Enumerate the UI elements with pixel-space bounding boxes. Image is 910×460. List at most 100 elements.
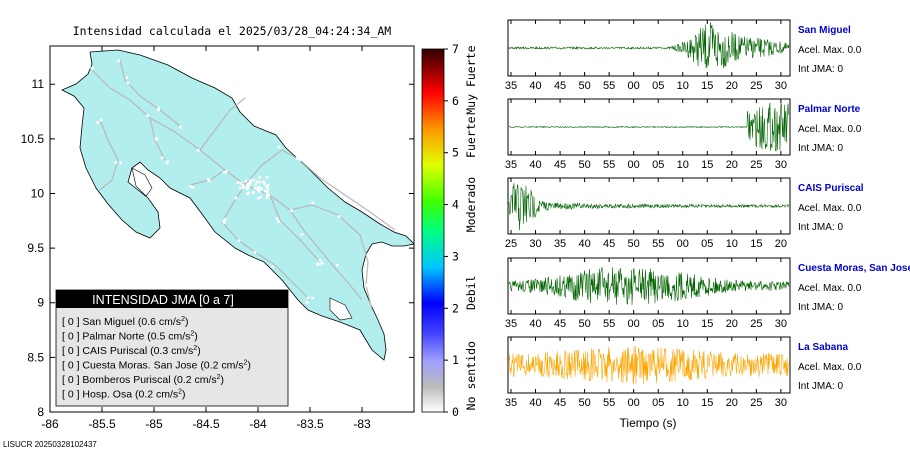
town-marker [253, 251, 257, 254]
seismogram-jma-intensity: Int JMA: 0 [798, 143, 843, 154]
map-x-tick-label: -85 [145, 417, 163, 431]
town-marker [318, 258, 322, 262]
town-marker [265, 185, 269, 189]
map-x-tick-label: -86 [41, 417, 59, 431]
town-marker [207, 179, 211, 183]
legend-item: [ 0 ] Cuesta Moras. San Jose (0.2 cm/s2) [62, 360, 251, 372]
map-y-tick-label: 9.5 [27, 241, 44, 255]
town-marker [146, 114, 150, 117]
seismogram-tick-label: 25 [750, 159, 762, 171]
seismogram-tick-label: 30 [775, 397, 787, 409]
seismogram-max-accel: Acel. Max. 0.0 [798, 283, 862, 294]
town-marker [125, 76, 129, 79]
golfo-dulce [329, 297, 353, 321]
town-marker [252, 178, 255, 182]
seismogram-tick-label: 55 [652, 238, 664, 250]
seismogram-tick-label: 05 [701, 238, 713, 250]
legend-item: [ 0 ] Palmar Norte (0.5 cm/s2) [62, 331, 198, 343]
seismogram-tick-label: 05 [652, 80, 664, 92]
seismogram-tick-label: 25 [750, 318, 762, 330]
colorbar-tick-label: 4 [452, 198, 459, 212]
seismogram-tick-label: 00 [628, 159, 640, 171]
seismogram-tick-label: 15 [750, 238, 762, 250]
seismogram-tick-label: 50 [578, 159, 590, 171]
colorbar-scale [421, 48, 445, 413]
colorbar-tick-label: 1 [452, 353, 459, 367]
town-markers [88, 59, 369, 304]
town-marker [296, 157, 299, 160]
intensity-colorbar: 0 1 2 3 4 5 6 7 No sentido Debil Moderado Fuerte Mu… [421, 42, 478, 419]
road-line [269, 194, 321, 263]
footer-id: LISUCR 20250328102437 [3, 440, 97, 449]
town-marker [256, 188, 260, 192]
town-marker [246, 187, 249, 191]
legend-item: [ 0 ] San Miguel (0.6 cm/s2) [62, 316, 188, 328]
intensity-legend: INTENSIDAD JMA [0 a 7] [ 0 ] San Miguel … [55, 289, 289, 407]
colorbar-tick-label: 2 [452, 301, 459, 315]
town-marker [223, 218, 227, 221]
town-marker [189, 184, 193, 188]
seismogram-frame [507, 336, 791, 394]
seismogram-panel: 35 40 45 50 55 00 05 10 15 20 25 30 Palmar Norte Acel… [505, 98, 862, 171]
town-marker [239, 181, 243, 185]
town-marker [266, 188, 270, 191]
road-line [254, 251, 311, 301]
town-marker [236, 181, 240, 184]
seismogram-tick-label: 45 [554, 318, 566, 330]
town-marker [266, 184, 270, 187]
town-marker [157, 107, 161, 110]
town-marker [99, 118, 103, 122]
town-marker [277, 220, 280, 223]
town-marker [179, 125, 182, 129]
seismogram-jma-intensity: Int JMA: 0 [798, 381, 843, 392]
seismogram-tick-label: 20 [726, 397, 738, 409]
town-marker [336, 263, 339, 267]
map-title: Intensidad calculada el 2025/03/28_04:24… [73, 24, 392, 38]
town-marker [262, 180, 266, 184]
seismogram-panel: 35 40 45 50 55 00 05 10 15 20 25 30 Cuesta Moras, Sa… [505, 257, 910, 330]
seismogram-trace [508, 345, 790, 385]
town-marker [263, 182, 266, 186]
seismogram-tick-label: 10 [677, 318, 689, 330]
seismogram-station-name: Cuesta Moras, San Jose [798, 263, 910, 274]
road-line [244, 149, 396, 231]
town-marker [96, 121, 99, 124]
seismogram-tick-label: 50 [578, 397, 590, 409]
town-marker [266, 191, 269, 194]
map-x-tick-label: -85.5 [88, 417, 116, 431]
seismogram-trace [508, 102, 790, 152]
colorbar-tick-label: 7 [452, 42, 459, 56]
town-marker [365, 284, 369, 287]
seismogram-tick-label: 50 [578, 318, 590, 330]
gulf-nicoya [131, 167, 153, 197]
town-marker [241, 184, 245, 187]
map-y-tick-label: 8 [37, 405, 44, 419]
town-marker [254, 183, 258, 186]
town-marker [245, 184, 249, 187]
seismogram-tick-label: 40 [529, 80, 541, 92]
town-marker [242, 185, 246, 189]
map-y-tick-label: 10.5 [21, 132, 45, 146]
road-line [244, 184, 363, 301]
town-marker [267, 193, 271, 197]
seismogram-tick-label: 05 [652, 318, 664, 330]
seismogram-tick-label: 55 [603, 318, 615, 330]
seismogram-tick-label: 05 [652, 159, 664, 171]
seismogram-panel: 35 40 45 50 55 00 05 10 15 20 25 30 San Miguel Acel. … [505, 19, 862, 92]
town-marker [247, 191, 251, 195]
seismogram-max-accel: Acel. Max. 0.0 [798, 203, 862, 214]
seismogram-max-accel: Acel. Max. 0.0 [798, 45, 862, 56]
town-marker [191, 186, 195, 190]
town-marker [160, 156, 164, 160]
town-marker [114, 161, 118, 164]
map-x-tick-label: -83.5 [296, 417, 324, 431]
town-marker [251, 191, 255, 194]
seismogram-panels: 35 40 45 50 55 00 05 10 15 20 25 30 San Miguel Acel. … [505, 19, 910, 409]
seismogram-tick-label: 00 [677, 238, 689, 250]
colorbar-category: Moderado [464, 177, 478, 232]
seismogram-tick-label: 50 [628, 238, 640, 250]
seismogram-tick-label: 10 [677, 397, 689, 409]
town-marker [224, 169, 228, 173]
road-line [119, 59, 181, 127]
